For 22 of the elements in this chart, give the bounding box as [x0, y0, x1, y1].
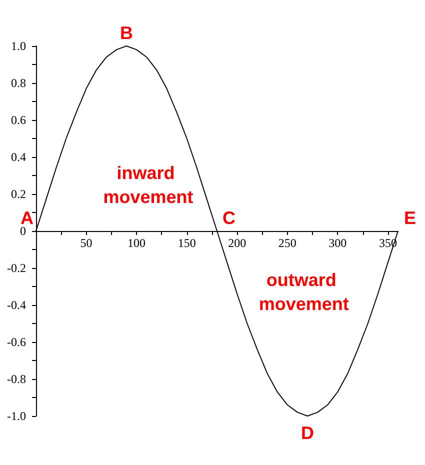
x-tick-label: 150 [178, 236, 196, 250]
y-tick-label: 1.0 [11, 39, 26, 53]
x-tick-label: 100 [128, 236, 146, 250]
x-tick-label: 200 [228, 236, 246, 250]
y-tick-label: 0.4 [11, 150, 26, 164]
annotation: E [404, 208, 416, 228]
y-tick-label: -0.6 [7, 335, 26, 349]
y-tick-label: -1.0 [7, 409, 26, 423]
x-tick-label: 300 [328, 236, 347, 250]
annotation: D [301, 423, 314, 443]
x-tick-label: 250 [278, 236, 296, 250]
y-tick-label: -0.2 [7, 261, 26, 275]
y-tick-label: -0.4 [7, 298, 26, 312]
annotation: outward movement [258, 270, 349, 314]
y-tick-label: 0.6 [11, 113, 26, 127]
y-tick-label: 0.8 [11, 76, 26, 90]
x-tick-label: 50 [80, 236, 92, 250]
y-tick-label: 0.2 [11, 187, 26, 201]
annotation: B [120, 23, 133, 43]
y-tick-label: -0.8 [7, 372, 26, 386]
annotation: C [222, 208, 236, 228]
annotation: inward movement [103, 162, 194, 207]
